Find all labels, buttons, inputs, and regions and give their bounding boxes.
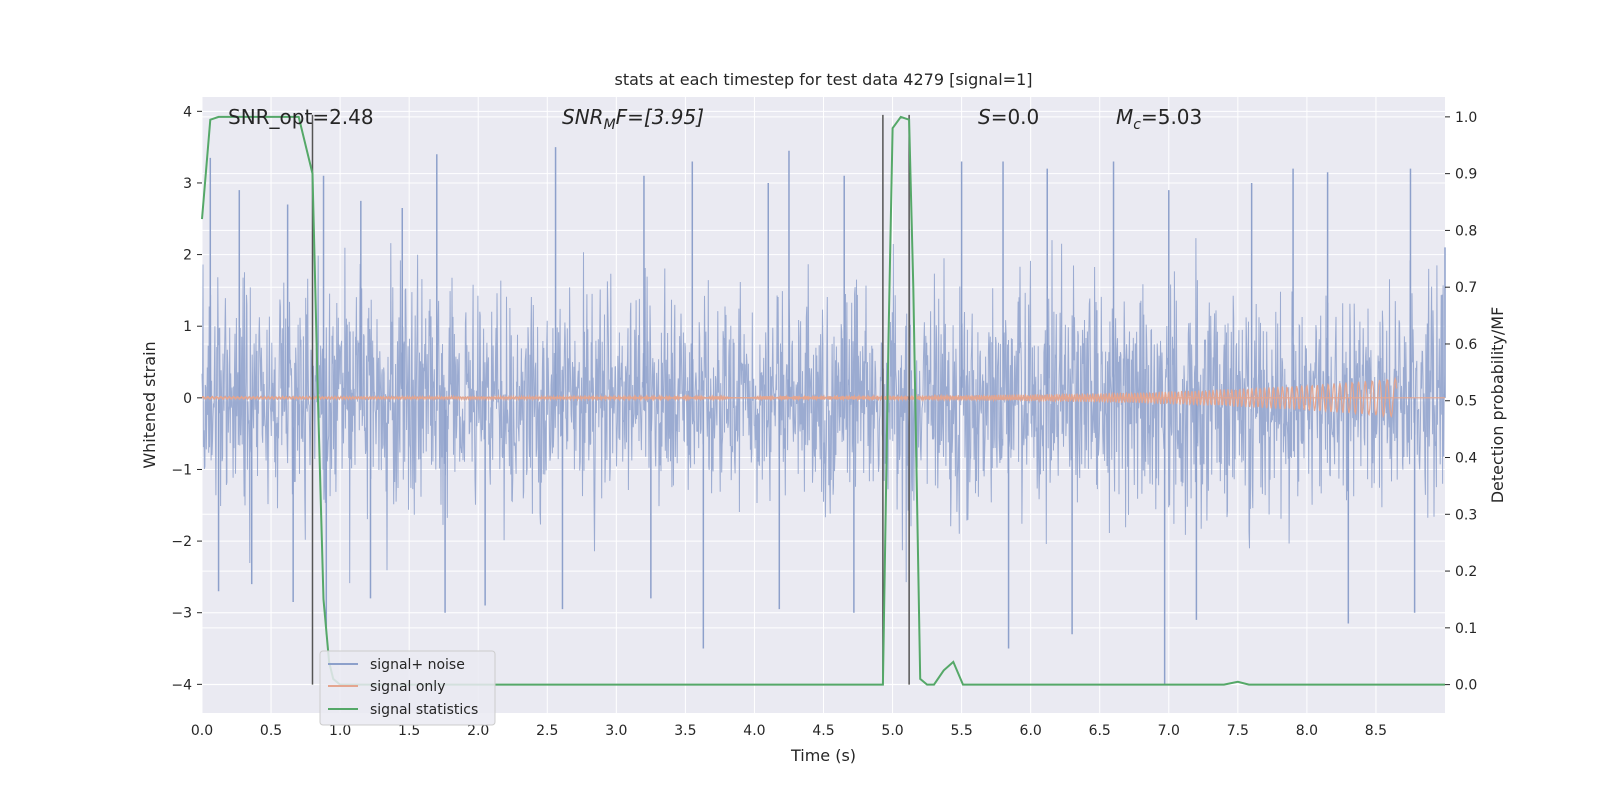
s-annotation: S=0.0 (978, 105, 1039, 129)
x-tick-label: 3.0 (605, 723, 627, 739)
x-tick-label: 6.5 (1089, 723, 1111, 739)
signal-only-series (201, 376, 1445, 419)
x-tick-label: 2.5 (536, 723, 558, 739)
x-tick-label: 2.0 (467, 723, 489, 739)
x-tick-label: 1.5 (398, 723, 420, 739)
legend-label-signal-statistics: signal statistics (370, 702, 478, 718)
x-tick-label: 7.0 (1158, 723, 1180, 739)
snr-mf-main: SNR (562, 105, 604, 129)
y-right-tick-label: 0.5 (1455, 394, 1477, 410)
x-axis-label: Time (s) (790, 746, 856, 765)
x-tick-label: 5.5 (950, 723, 972, 739)
y-axis-right-label: Detection probability/MF (1488, 307, 1507, 504)
x-tick-label: 3.5 (674, 723, 696, 739)
x-tick-label: 0.5 (260, 723, 282, 739)
y-right-tick-label: 0.0 (1455, 678, 1477, 694)
legend-label-signal-noise: signal+ noise (370, 657, 465, 673)
snr-mf-annotation: SNRMF=[3.95] (562, 105, 704, 133)
signal-noise-series (201, 147, 1446, 685)
s-main: S (978, 105, 991, 129)
y-tick-label: 3 (183, 176, 192, 192)
snr-mf-sub: M (604, 117, 616, 133)
legend: signal+ noise signal only signal statist… (319, 650, 496, 726)
signal-statistics-series (201, 115, 1445, 686)
y-tick-label: 2 (183, 248, 192, 264)
signal-statistics-line (201, 115, 1445, 686)
y-tick-label: 1 (183, 319, 192, 335)
chart-title: stats at each timestep for test data 427… (614, 70, 1032, 89)
y-tick-label: 4 (183, 104, 192, 120)
y-right-tick-label: 0.4 (1455, 451, 1477, 467)
x-tick-label: 4.0 (743, 723, 765, 739)
y-right-tick-label: 0.8 (1455, 223, 1477, 239)
x-tick-label: 0.0 (191, 723, 213, 739)
axis-ticks: 0.0 0.5 1.0 1.5 2.0 2.5 3.0 3.5 4.0 4.5 5.0 5.5 6.0 6… (171, 104, 1477, 739)
mc-tail: =5.03 (1141, 105, 1202, 129)
snr-opt-annotation: SNR_opt=2.48 (228, 105, 374, 129)
y-axis-label: Whitened strain (140, 341, 159, 468)
y-right-tick-label: 0.1 (1455, 621, 1477, 637)
y-tick-label: −3 (171, 606, 192, 622)
y-right-tick-label: 1.0 (1455, 110, 1477, 126)
mc-sub: c (1133, 117, 1141, 133)
legend-box (319, 650, 496, 726)
x-tick-label: 5.0 (881, 723, 903, 739)
y-tick-label: −1 (171, 462, 192, 478)
signal-only-line (201, 376, 1398, 419)
y-right-tick-label: 0.3 (1455, 507, 1477, 523)
y-right-tick-label: 0.6 (1455, 337, 1477, 353)
y-right-tick-label: 0.2 (1455, 564, 1477, 580)
y-tick-label: −4 (171, 677, 192, 693)
mc-annotation: Mc=5.03 (1116, 105, 1202, 133)
y-tick-label: 0 (183, 391, 192, 407)
x-tick-label: 8.5 (1365, 723, 1387, 739)
x-tick-label: 6.0 (1020, 723, 1042, 739)
y-right-tick-label: 0.7 (1455, 280, 1477, 296)
mc-main: M (1116, 105, 1133, 129)
x-tick-label: 1.0 (329, 723, 351, 739)
y-tick-label: −2 (171, 534, 192, 550)
y-right-tick-label: 0.9 (1455, 167, 1477, 183)
x-tick-label: 7.5 (1227, 723, 1249, 739)
snr-mf-tail: F=[3.95] (616, 105, 704, 129)
legend-label-signal-only: signal only (370, 679, 445, 695)
s-tail: =0.0 (991, 105, 1040, 129)
x-tick-label: 4.5 (812, 723, 834, 739)
x-tick-label: 8.0 (1296, 723, 1318, 739)
